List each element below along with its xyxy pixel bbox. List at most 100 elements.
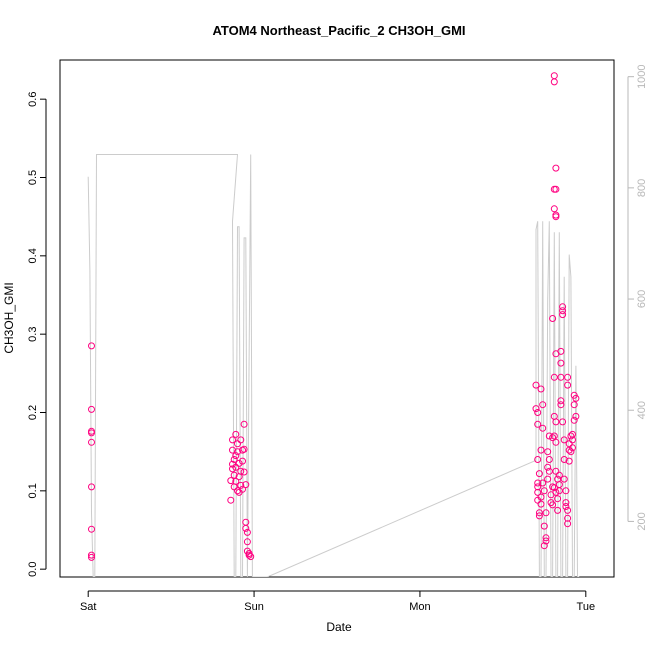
data-point bbox=[88, 483, 95, 491]
data-point bbox=[564, 373, 572, 381]
data-point bbox=[534, 488, 542, 496]
y-tick-label: 0.6 bbox=[27, 92, 39, 107]
data-point bbox=[234, 448, 241, 456]
data-point bbox=[545, 456, 553, 463]
x-tick-label: Sat bbox=[80, 601, 97, 613]
data-point bbox=[564, 381, 572, 389]
data-point bbox=[559, 307, 567, 315]
data-point bbox=[564, 520, 572, 528]
data-point bbox=[560, 475, 568, 483]
data-point bbox=[552, 438, 560, 446]
y2-tick-label: 600 bbox=[636, 290, 648, 308]
data-point bbox=[243, 538, 251, 546]
data-point bbox=[534, 479, 542, 487]
data-point bbox=[534, 409, 542, 416]
data-point bbox=[552, 418, 560, 426]
data-point bbox=[535, 509, 543, 517]
data-point bbox=[572, 394, 580, 402]
y-axis-label: CH3OH_GMI bbox=[2, 282, 16, 353]
data-point bbox=[549, 501, 557, 509]
data-point bbox=[227, 477, 235, 485]
data-point bbox=[545, 432, 553, 440]
data-point bbox=[565, 457, 573, 465]
y-tick-label: 0.0 bbox=[27, 562, 39, 577]
data-point bbox=[243, 528, 251, 536]
data-point bbox=[569, 444, 576, 452]
chart-title: ATOM4 Northeast_Pacific_2 CH3OH_GMI bbox=[212, 23, 465, 38]
data-point bbox=[537, 446, 545, 454]
data-point bbox=[229, 465, 236, 473]
data-point bbox=[554, 495, 562, 503]
data-point bbox=[559, 311, 567, 319]
data-point bbox=[240, 420, 248, 428]
data-point bbox=[230, 471, 238, 479]
data-point bbox=[544, 475, 552, 483]
data-point bbox=[232, 430, 240, 438]
data-point bbox=[552, 211, 560, 219]
data-point bbox=[539, 401, 547, 409]
data-point bbox=[540, 542, 548, 550]
data-point bbox=[534, 456, 542, 463]
y2-axis: 200 400 600 800 1000 bbox=[627, 64, 648, 531]
data-point bbox=[239, 457, 246, 465]
data-point bbox=[545, 467, 553, 475]
y-tick-label: 0.5 bbox=[27, 170, 39, 185]
x-tick-label: Sun bbox=[244, 601, 264, 613]
data-point bbox=[557, 359, 565, 367]
data-point bbox=[242, 481, 250, 489]
data-point bbox=[570, 416, 578, 424]
data-point bbox=[564, 506, 572, 514]
data-point bbox=[237, 467, 245, 475]
data-point bbox=[88, 438, 95, 446]
y-tick-label: 0.1 bbox=[27, 483, 39, 498]
data-point bbox=[569, 430, 576, 438]
data-point bbox=[232, 452, 240, 460]
data-point bbox=[549, 434, 557, 442]
data-point bbox=[550, 373, 558, 381]
data-point bbox=[555, 487, 563, 495]
y-tick-label: 0.3 bbox=[27, 327, 39, 342]
data-point bbox=[240, 445, 248, 453]
data-point bbox=[544, 448, 552, 456]
data-point bbox=[559, 303, 567, 311]
y2-tick-label: 800 bbox=[636, 179, 648, 197]
data-point bbox=[560, 436, 568, 444]
data-point bbox=[88, 429, 95, 437]
data-point bbox=[239, 485, 246, 493]
data-point bbox=[550, 484, 558, 492]
data-point bbox=[559, 418, 567, 426]
points-layer bbox=[88, 72, 580, 561]
data-point bbox=[557, 397, 565, 405]
x-tick-label: Mon bbox=[409, 601, 430, 613]
data-point bbox=[245, 551, 253, 559]
data-point bbox=[537, 500, 545, 508]
data-point bbox=[88, 342, 95, 350]
data-point bbox=[532, 381, 540, 389]
data-point bbox=[562, 499, 570, 507]
data-point bbox=[240, 468, 248, 476]
data-point bbox=[227, 496, 235, 504]
data-point bbox=[229, 446, 236, 454]
data-point bbox=[542, 537, 550, 545]
data-point bbox=[550, 205, 558, 213]
data-point bbox=[564, 514, 572, 522]
data-point bbox=[550, 72, 558, 80]
y-axis: 0.0 0.1 0.2 0.3 0.4 0.5 0.6 bbox=[27, 92, 47, 577]
y2-tick-label: 400 bbox=[636, 401, 648, 419]
data-point bbox=[567, 448, 575, 456]
data-point bbox=[555, 471, 563, 479]
data-point bbox=[549, 315, 557, 322]
y-tick-label: 0.2 bbox=[27, 405, 39, 420]
data-point bbox=[540, 487, 548, 495]
data-point bbox=[88, 525, 95, 533]
pressure-line bbox=[87, 154, 580, 577]
data-point bbox=[232, 477, 240, 485]
data-point bbox=[544, 463, 552, 471]
data-point bbox=[542, 534, 550, 542]
data-point bbox=[535, 512, 543, 520]
data-point bbox=[557, 373, 565, 381]
data-point bbox=[552, 185, 560, 193]
data-point bbox=[552, 488, 560, 496]
data-point bbox=[535, 470, 543, 478]
